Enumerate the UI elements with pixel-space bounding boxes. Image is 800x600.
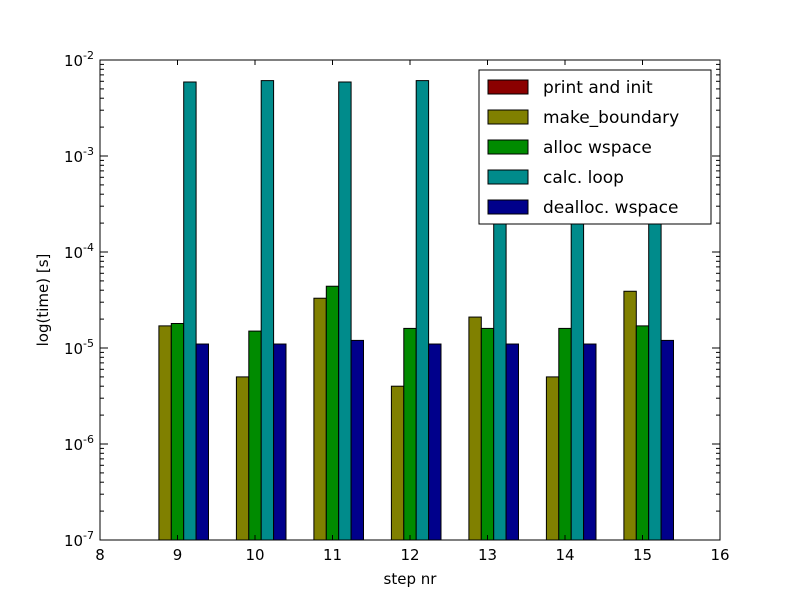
y-tick-label: 10-3 bbox=[64, 145, 94, 166]
legend-swatch bbox=[487, 169, 529, 185]
ticks-layer: 8 9 10 11 12 13 14 15 16 10-7 10-6 10-5 10-4 10-3 10-2 bbox=[64, 49, 730, 564]
bar-make-boundary-12 bbox=[390, 385, 405, 541]
x-tick-label: 11 bbox=[323, 546, 342, 564]
bar-make-boundary-14 bbox=[545, 376, 560, 541]
x-tick-label: 9 bbox=[173, 546, 183, 564]
bar-calc-loop-12 bbox=[415, 80, 430, 541]
bar-make-boundary-11 bbox=[313, 297, 327, 541]
bar-alloc-wspace-14 bbox=[558, 327, 572, 541]
bar-make-boundary-9 bbox=[158, 325, 172, 541]
legend-label: print and init bbox=[543, 78, 653, 98]
legend-swatch bbox=[487, 109, 529, 125]
bar-alloc-wspace-10 bbox=[248, 330, 262, 541]
bar-make-boundary-13 bbox=[468, 316, 482, 541]
legend-label: alloc wspace bbox=[543, 138, 652, 158]
x-tick-label: 16 bbox=[710, 546, 729, 564]
bar-calc-loop-11 bbox=[338, 81, 352, 541]
bar-alloc-wspace-13 bbox=[480, 327, 495, 541]
y-tick-label: 10-4 bbox=[64, 241, 94, 262]
bars-layer bbox=[158, 80, 674, 541]
x-tick-label: 8 bbox=[95, 546, 105, 564]
bar-make-boundary-15 bbox=[623, 290, 637, 541]
bar-dealloc-wspace-11 bbox=[350, 339, 365, 541]
x-tick-label: 14 bbox=[555, 546, 574, 564]
bar-calc-loop-9 bbox=[183, 81, 197, 541]
y-axis-label: log(time) [s] bbox=[34, 254, 52, 347]
bar-alloc-wspace-12 bbox=[403, 327, 417, 541]
bar-dealloc-wspace-10 bbox=[273, 343, 287, 541]
bar-dealloc-wspace-14 bbox=[583, 343, 597, 541]
legend-swatch bbox=[487, 139, 529, 155]
legend-label: make_boundary bbox=[543, 108, 679, 128]
bar-calc-loop-10 bbox=[260, 80, 275, 541]
y-tick-label: 10-5 bbox=[64, 337, 94, 358]
x-tick-label: 13 bbox=[478, 546, 497, 564]
legend-label: dealloc. wspace bbox=[543, 198, 678, 218]
bar-alloc-wspace-11 bbox=[325, 285, 340, 541]
x-tick-label: 15 bbox=[633, 546, 652, 564]
legend-swatch bbox=[487, 199, 529, 215]
bar-make-boundary-10 bbox=[235, 376, 250, 541]
bar-dealloc-wspace-15 bbox=[660, 339, 674, 541]
x-tick-label: 12 bbox=[400, 546, 419, 564]
bar-alloc-wspace-9 bbox=[170, 322, 185, 541]
bar-dealloc-wspace-9 bbox=[195, 343, 210, 541]
legend-swatch bbox=[487, 79, 529, 95]
x-axis-label: step nr bbox=[384, 570, 438, 588]
y-tick-label: 10-2 bbox=[64, 49, 94, 70]
x-tick-label: 10 bbox=[245, 546, 264, 564]
bar-dealloc-wspace-13 bbox=[505, 343, 520, 541]
y-tick-label: 10-7 bbox=[64, 529, 94, 550]
bar-alloc-wspace-15 bbox=[635, 325, 650, 541]
legend-label: calc. loop bbox=[543, 168, 624, 188]
bar-dealloc-wspace-12 bbox=[428, 343, 442, 541]
y-tick-label: 10-6 bbox=[64, 433, 94, 454]
